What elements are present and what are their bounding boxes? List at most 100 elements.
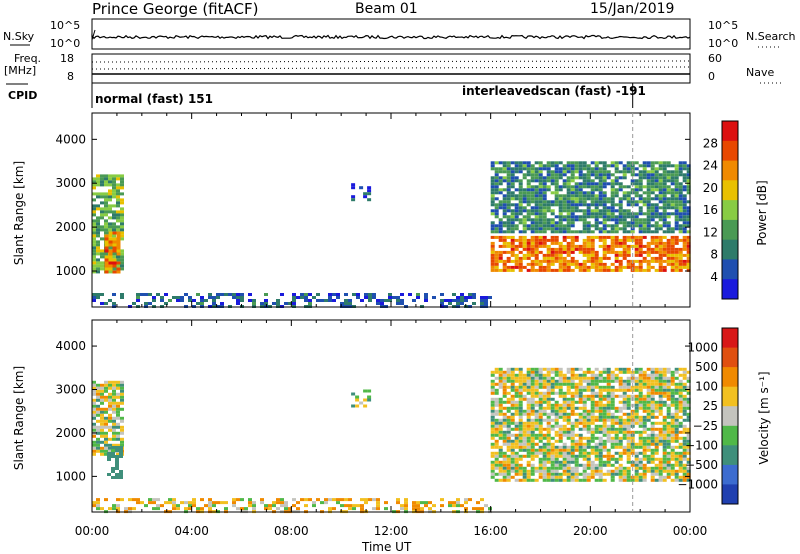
velocity-cell	[570, 376, 575, 380]
power-cell	[558, 259, 563, 263]
power-cell	[554, 215, 559, 219]
power-cell	[618, 200, 623, 204]
velocity-cell	[550, 397, 555, 401]
power-cell	[364, 293, 368, 296]
cpid-segment-normal: normal (fast) 151	[95, 92, 213, 106]
power-cell	[120, 192, 124, 196]
power-cell	[562, 230, 567, 234]
velocity-cell	[594, 406, 599, 410]
power-cell	[116, 225, 120, 229]
velocity-cell	[108, 446, 112, 450]
velocity-cell	[598, 454, 603, 458]
velocity-cell	[618, 472, 623, 476]
velocity-cell	[570, 439, 575, 443]
power-cell	[590, 185, 595, 189]
power-cell	[240, 296, 244, 299]
velocity-cell	[606, 463, 611, 467]
power-cell	[112, 231, 117, 235]
velocity-cell	[546, 445, 551, 449]
velocity-cell	[92, 449, 96, 453]
power-cell	[594, 227, 599, 231]
power-cell	[646, 244, 651, 248]
velocity-cell	[630, 379, 635, 383]
velocity-cell	[662, 430, 667, 434]
velocity-cell	[606, 400, 611, 404]
power-cell	[642, 218, 647, 222]
velocity-cell	[526, 472, 531, 476]
velocity-cell	[566, 397, 571, 401]
velocity-cell	[638, 442, 643, 446]
velocity-cell	[686, 478, 691, 482]
velocity-cell	[618, 418, 623, 422]
power-cell	[116, 216, 120, 220]
power-cell	[574, 244, 579, 248]
velocity-cell	[642, 439, 647, 443]
power-cell	[610, 173, 615, 177]
velocity-cell	[610, 436, 615, 440]
power-cell	[606, 215, 611, 219]
power-cell	[498, 161, 503, 165]
velocity-cell	[546, 373, 551, 377]
power-cell	[494, 170, 499, 174]
velocity-cell	[570, 385, 575, 389]
power-cell	[506, 227, 511, 231]
power-cell	[518, 200, 523, 204]
velocity-cell	[614, 469, 619, 473]
power-cell	[606, 206, 611, 210]
power-cell	[642, 256, 647, 260]
power-cell	[678, 185, 683, 189]
power-cell	[542, 167, 547, 171]
power-cell	[554, 247, 559, 251]
power-cell	[514, 176, 519, 180]
power-cell	[666, 262, 671, 266]
power-cell	[638, 182, 643, 186]
power-cell	[494, 215, 499, 219]
power-cell	[292, 299, 296, 302]
power-cell	[538, 215, 543, 219]
power-cell	[104, 228, 108, 232]
power-cell	[678, 247, 683, 251]
velocity-cell	[638, 370, 643, 374]
velocity-cell	[618, 463, 623, 467]
velocity-cell	[490, 424, 495, 428]
velocity-cell	[502, 415, 507, 419]
velocity-cell	[526, 454, 531, 458]
velocity-cell	[638, 445, 643, 449]
power-cell	[682, 197, 687, 201]
power-cell	[542, 224, 547, 228]
power-cell	[554, 185, 559, 189]
velocity-cell	[498, 454, 503, 458]
velocity-cell	[490, 421, 495, 425]
power-cell	[670, 241, 675, 245]
power-cell	[674, 259, 679, 263]
power-cell	[542, 194, 547, 198]
power-cell	[682, 265, 687, 269]
velocity-ytick-label: 3000	[55, 383, 86, 397]
velocity-cell	[674, 427, 679, 431]
velocity-cell	[590, 451, 595, 455]
velocity-cell	[626, 421, 631, 425]
power-cell	[562, 164, 567, 168]
velocity-cell	[96, 383, 100, 387]
velocity-cell	[116, 434, 120, 438]
power-cell	[116, 261, 121, 265]
velocity-cell	[490, 463, 495, 467]
power-cell	[638, 185, 643, 189]
velocity-cell	[522, 448, 527, 452]
power-cell	[530, 268, 535, 272]
power-cell	[610, 179, 615, 183]
power-cell	[480, 299, 484, 302]
velocity-cell	[586, 466, 591, 470]
power-cell	[570, 241, 575, 245]
velocity-cell	[518, 436, 523, 440]
velocity-cell	[367, 398, 372, 402]
power-cell	[116, 183, 120, 187]
velocity-cell	[490, 433, 495, 437]
velocity-cell	[670, 478, 675, 482]
velocity-cell	[654, 472, 659, 476]
power-cell	[678, 203, 683, 207]
velocity-cell	[638, 415, 643, 419]
velocity-cell	[586, 388, 591, 392]
power-cell	[506, 179, 511, 183]
power-cell	[108, 198, 112, 202]
